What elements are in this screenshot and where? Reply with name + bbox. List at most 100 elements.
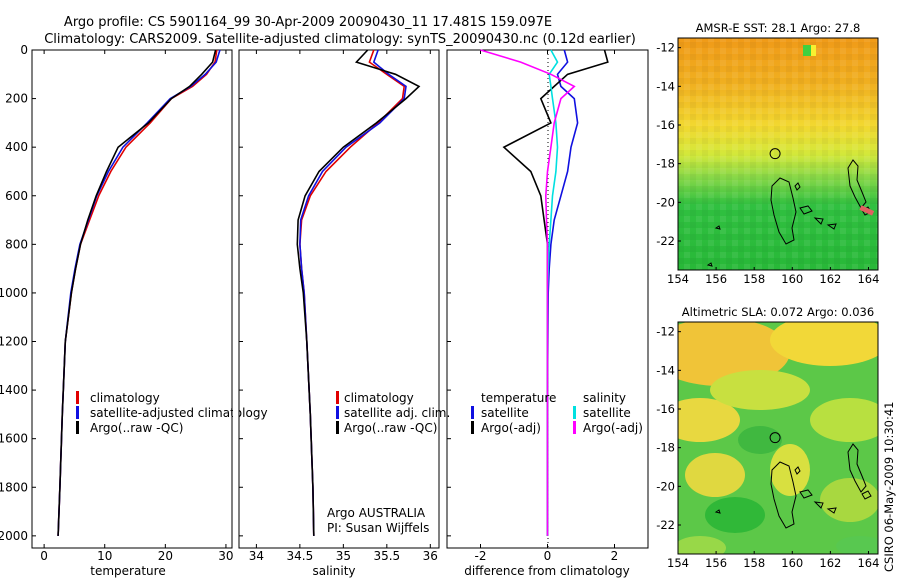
map-x-tick-label: 162 [819, 272, 841, 286]
temperature-legend: climatology satellite-adjusted climatolo… [76, 391, 268, 435]
loyalty-islands-coastline [799, 205, 837, 230]
y-tick-label: 1000 [0, 286, 28, 300]
csiro-timestamp: CSIRO 06-May-2009 10:30:41 [882, 402, 896, 573]
legend-swatch-satellite [336, 406, 339, 419]
map-y-tick-label: -12 [656, 325, 675, 339]
salinity-plot-frame [238, 49, 440, 549]
loyalty-islands-coastline [799, 489, 837, 514]
y-tick-label: 1200 [0, 335, 28, 349]
temperature-x-axis: 0 10 20 30 [40, 50, 234, 563]
legend-swatch-satellite [76, 406, 79, 419]
map-y-tick-label: -18 [656, 157, 675, 171]
new-caledonia-coastline [770, 461, 797, 529]
sla-map-axes: 154 156 158 160 162 164 -12 -14 -16 -18 -20 -22 [656, 325, 879, 570]
y-tick-label: 600 [5, 189, 28, 203]
y-tick-label: 1600 [0, 432, 28, 446]
map-x-tick-label: 160 [781, 556, 803, 570]
legend-label-argo: Argo(..raw -QC) [344, 421, 437, 435]
x-tick-label: 34.5 [287, 549, 314, 563]
legend-label-temp-argo: Argo(-adj) [481, 421, 541, 435]
sst-map-axes: 154 156 158 160 162 164 -12 -14 -16 -18 -20 -22 [656, 41, 879, 286]
map-y-tick-label: -22 [656, 518, 675, 532]
map-x-tick-label: 154 [667, 272, 689, 286]
legend-swatch-temp-satellite [471, 406, 474, 419]
figure-title-line1: Argo profile: CS 5901164_99 30-Apr-2009 … [64, 15, 552, 30]
legend-swatch-sal-satellite [573, 406, 576, 419]
map-x-tick-label: 158 [743, 272, 765, 286]
difference-panel: -2 0 2 difference from climatology tempera… [446, 49, 649, 578]
x-tick-label: 0 [544, 549, 552, 563]
x-tick-label: 34 [249, 549, 264, 563]
x-tick-label: -2 [475, 549, 487, 563]
legend-title-temperature: temperature [481, 391, 556, 405]
y-tick-label: 0 [20, 43, 28, 57]
legend-label-satellite: satellite adj. clim. [344, 406, 450, 420]
vanuatu-coastline [847, 443, 867, 493]
legend-swatch-sal-argo [573, 421, 576, 434]
legend-swatch-temp-argo [471, 421, 474, 434]
map-x-tick-label: 160 [781, 272, 803, 286]
salinity-profile-lines [296, 49, 421, 536]
y-tick-label: 800 [5, 237, 28, 251]
legend-swatch-argo [336, 421, 339, 434]
map-y-tick-label: -12 [656, 41, 675, 55]
x-tick-label: 30 [218, 549, 233, 563]
legend-title-salinity: salinity [583, 391, 626, 405]
sst-map-frame [677, 37, 879, 271]
difference-x-label: difference from climatology [464, 564, 630, 578]
legend-swatch-climatology [76, 391, 79, 404]
argo-position-marker [769, 432, 781, 444]
sst-map-title: AMSR-E SST: 28.1 Argo: 27.8 [696, 21, 861, 35]
temperature-profile-lines [57, 49, 221, 536]
legend-label-sal-satellite: satellite [583, 406, 631, 420]
y-tick-label: 2000 [0, 529, 28, 543]
argo-position-marker [769, 148, 781, 160]
x-tick-label: 0 [40, 549, 48, 563]
vanuatu-coastline [847, 159, 867, 209]
sla-map-frame [677, 321, 879, 555]
map-y-tick-label: -14 [656, 363, 675, 377]
temperature-panel: 0 200 400 600 800 1000 1200 1400 1600 1800 2000 0 1… [0, 43, 268, 578]
map-x-tick-label: 158 [743, 556, 765, 570]
salinity-x-label: salinity [312, 564, 355, 578]
map-y-tick-label: -18 [656, 441, 675, 455]
map-y-tick-label: -16 [656, 118, 675, 132]
salinity-x-axis: 34 34.5 35 35.5 36 [239, 49, 438, 563]
map-x-tick-label: 162 [819, 556, 841, 570]
salinity-panel: 34 34.5 35 35.5 36 salinity climatology sate… [238, 49, 450, 578]
small-island-coastline [714, 466, 872, 514]
legend-label-satellite: satellite-adjusted climatology [90, 406, 268, 420]
y-tick-label: 1800 [0, 480, 28, 494]
y-tick-label: 200 [5, 92, 28, 106]
map-y-tick-label: -16 [656, 402, 675, 416]
figure-title-line2: Climatology: CARS2009. Satellite-adjuste… [44, 32, 636, 47]
salinity-legend: climatology satellite adj. clim. Argo(..… [336, 391, 450, 435]
sst-map-panel: AMSR-E SST: 28.1 Argo: 27.8 154 156 158 160… [656, 21, 879, 286]
map-x-tick-label: 156 [705, 556, 727, 570]
map-x-tick-label: 164 [857, 556, 879, 570]
profile-line-temperature-satellite [546, 49, 579, 536]
map-y-tick-label: -20 [656, 195, 675, 209]
temperature-plot-frame [31, 49, 233, 549]
profile-line-salinity-argo-adj- [480, 49, 576, 536]
new-caledonia-coastline [770, 177, 797, 245]
map-x-tick-label: 154 [667, 556, 689, 570]
y-tick-label: 400 [5, 140, 28, 154]
profile-line-climatology [57, 49, 218, 536]
legend-label-climatology: climatology [90, 391, 160, 405]
pi-label: PI: Susan Wijffels [327, 521, 429, 535]
profile-line-satellite-adjusted-climatology [57, 49, 221, 536]
y-tick-label: 1400 [0, 383, 28, 397]
coastline-fragment [859, 205, 875, 216]
x-tick-label: 2 [611, 549, 619, 563]
small-island-coastline [706, 182, 872, 267]
legend-swatch-argo [76, 421, 79, 434]
sla-map-title: Altimetric SLA: 0.072 Argo: 0.036 [682, 305, 874, 319]
x-tick-label: 35.5 [373, 549, 400, 563]
legend-label-climatology: climatology [344, 391, 414, 405]
x-tick-label: 10 [97, 549, 112, 563]
legend-label-sal-argo: Argo(-adj) [583, 421, 643, 435]
temperature-y-axis: 0 200 400 600 800 1000 1200 1400 1600 1800 2000 [0, 43, 36, 543]
profile-line-argo-raw-qc- [57, 49, 217, 536]
profile-line-salinity-satellite [546, 49, 559, 536]
